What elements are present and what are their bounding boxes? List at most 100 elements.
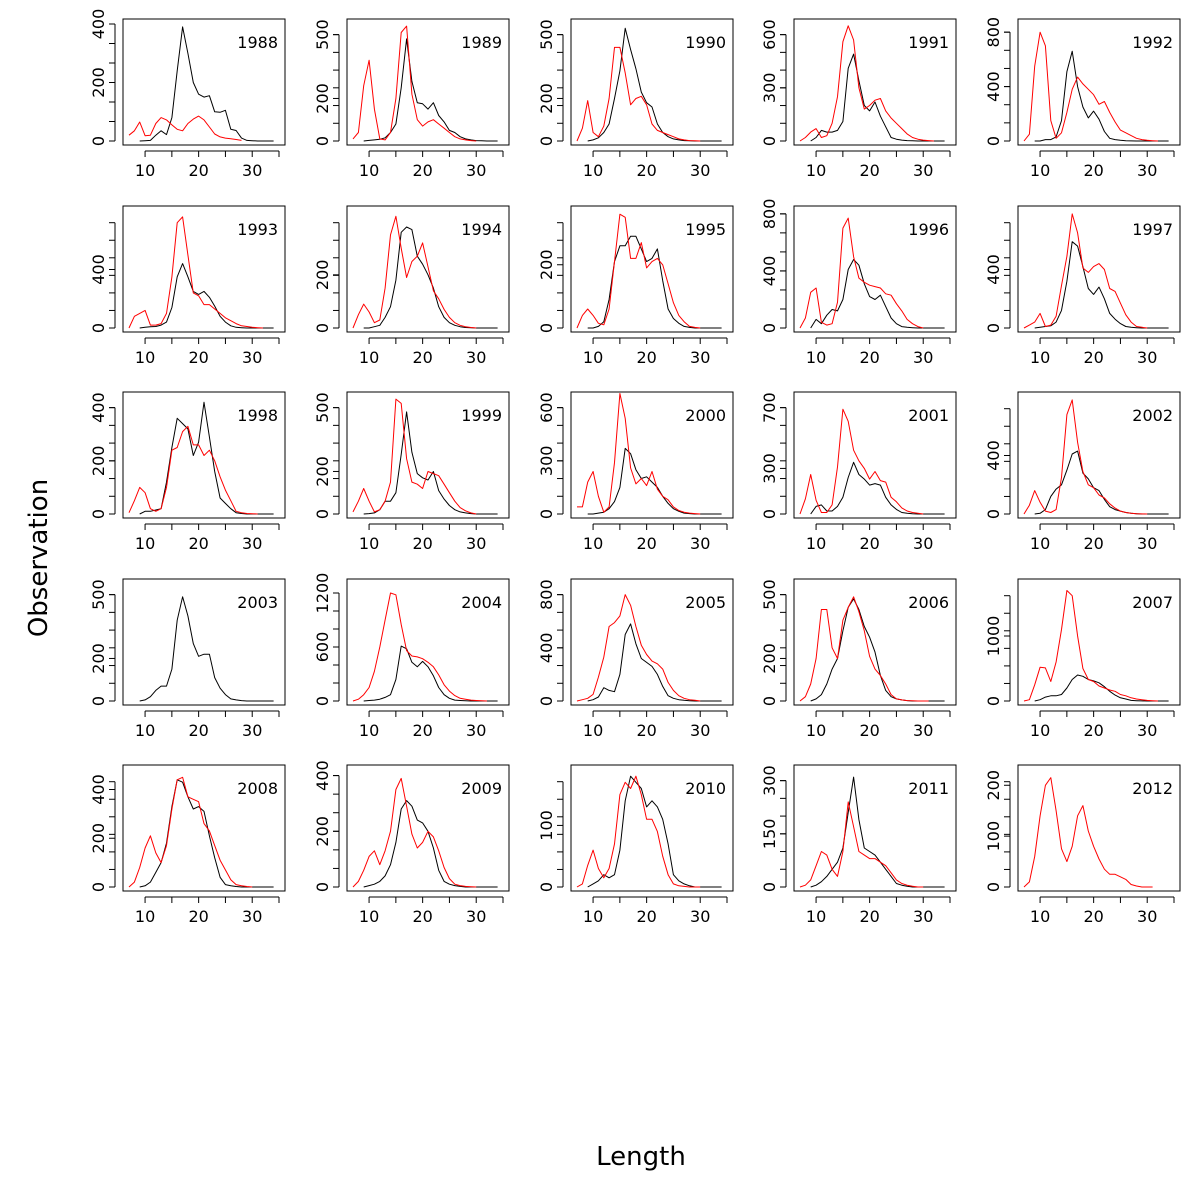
y-tick-label: 200 — [89, 823, 108, 854]
x-tick-label: 30 — [913, 907, 933, 926]
panel-year-label: 1989 — [461, 33, 502, 52]
x-axis: 10 20 30 — [583, 150, 728, 180]
x-axis: 10 20 30 — [359, 523, 504, 553]
x-axis: 10 20 30 — [1030, 150, 1175, 180]
x-axis: 10 20 30 — [1030, 896, 1175, 926]
x-tick-label: 20 — [1083, 907, 1103, 926]
x-tick-label: 30 — [466, 534, 486, 553]
panel-1999: 10 20 30 0 200 500 1999 — [313, 391, 510, 553]
panel-frame — [122, 391, 286, 519]
x-tick-label: 20 — [859, 721, 879, 740]
panel-frame — [1017, 578, 1181, 706]
y-axis: 0 400 800 — [760, 199, 787, 333]
x-tick-label: 30 — [913, 534, 933, 553]
y-tick-label: 200 — [984, 770, 1003, 801]
red-series-line — [128, 216, 263, 329]
y-tick-label: 600 — [760, 19, 779, 50]
y-tick-label: 0 — [313, 696, 332, 706]
y-tick-label: 100 — [984, 821, 1003, 852]
panel-frame — [793, 391, 957, 519]
y-tick-label: 0 — [313, 882, 332, 892]
y-axis: 0 600 1200 — [313, 573, 340, 706]
y-tick-label: 0 — [537, 136, 556, 146]
y-tick-label: 0 — [89, 696, 108, 706]
x-axis: 10 20 30 — [135, 896, 280, 926]
red-series-line — [576, 46, 701, 142]
panel-frame — [570, 764, 734, 892]
x-tick-label: 30 — [1137, 348, 1157, 367]
x-tick-label: 10 — [1030, 907, 1050, 926]
y-axis: 0 200 500 — [537, 19, 564, 146]
x-tick-label: 10 — [359, 907, 379, 926]
panel-year-label: 2006 — [908, 593, 949, 612]
x-tick-label: 10 — [1030, 721, 1050, 740]
panel-1992: 10 20 30 0 400 800 1992 — [984, 17, 1181, 180]
panel-year-label: 1992 — [1132, 33, 1173, 52]
x-tick-label: 20 — [188, 161, 208, 180]
y-tick-label: 0 — [89, 882, 108, 892]
y-tick-label: 500 — [313, 392, 332, 423]
y-axis: 0 200 500 — [313, 19, 340, 146]
y-axis: 0 400 800 — [537, 579, 564, 706]
x-tick-label: 30 — [466, 721, 486, 740]
y-axis: 0 100 200 — [984, 770, 1011, 892]
y-axis: 0 300 600 — [537, 392, 564, 519]
y-tick-label: 200 — [89, 446, 108, 477]
black-series-line — [363, 645, 498, 702]
x-tick-label: 30 — [242, 161, 262, 180]
panel-year-label: 2012 — [1132, 779, 1173, 798]
panel-year-label: 1993 — [237, 220, 278, 239]
y-axis: 0 200 500 — [89, 579, 116, 706]
panel-frame — [122, 578, 286, 706]
panel-2008: 10 20 30 0 200 400 2008 — [89, 764, 286, 926]
panel-1996: 10 20 30 0 400 800 1996 — [760, 199, 957, 367]
x-tick-label: 20 — [859, 161, 879, 180]
x-axis: 10 20 30 — [359, 710, 504, 740]
y-tick-label: 0 — [537, 509, 556, 519]
x-axis: 10 20 30 — [135, 523, 280, 553]
x-tick-label: 20 — [188, 721, 208, 740]
y-tick-label: 0 — [89, 136, 108, 146]
panel-frame — [1017, 18, 1181, 146]
y-axis: 0 300 700 — [760, 392, 787, 519]
x-tick-label: 30 — [466, 161, 486, 180]
y-tick-label: 200 — [89, 67, 108, 98]
black-series-line — [363, 411, 498, 515]
y-tick-label: 400 — [89, 9, 108, 40]
y-axis: 0 200 400 — [89, 9, 116, 146]
y-axis: 0 300 600 — [760, 19, 787, 146]
x-tick-label: 20 — [412, 348, 432, 367]
y-axis: 0 400 — [984, 408, 1011, 519]
panel-frame — [1017, 764, 1181, 892]
y-tick-label: 300 — [760, 765, 779, 796]
x-tick-label: 10 — [583, 348, 603, 367]
x-tick-label: 20 — [859, 348, 879, 367]
panel-year-label: 1994 — [461, 220, 502, 239]
y-tick-label: 0 — [760, 882, 779, 892]
x-axis: 10 20 30 — [1030, 337, 1175, 367]
y-axis-title: Observation — [24, 479, 54, 637]
y-axis: 0 1000 — [984, 595, 1011, 706]
x-axis: 10 20 30 — [1030, 523, 1175, 553]
panel-frame — [346, 578, 510, 706]
x-axis: 10 20 30 — [583, 710, 728, 740]
x-tick-label: 20 — [188, 907, 208, 926]
x-axis: 10 20 30 — [806, 523, 951, 553]
black-series-line — [1034, 674, 1169, 702]
x-tick-label: 30 — [1137, 907, 1157, 926]
x-tick-label: 20 — [188, 348, 208, 367]
x-tick-label: 30 — [690, 534, 710, 553]
panel-1993: 10 20 30 0 400 1993 — [89, 205, 286, 367]
panel-year-label: 2002 — [1132, 406, 1173, 425]
red-series-line — [799, 408, 924, 515]
x-axis: 10 20 30 — [359, 337, 504, 367]
y-axis: 0 200 500 — [760, 579, 787, 706]
red-series-line — [352, 777, 477, 888]
y-tick-label: 0 — [537, 696, 556, 706]
y-axis: 0 150 300 — [760, 765, 787, 892]
y-tick-label: 200 — [313, 456, 332, 487]
x-tick-label: 30 — [690, 721, 710, 740]
black-series-line — [1034, 450, 1169, 515]
y-tick-label: 0 — [984, 323, 1003, 333]
